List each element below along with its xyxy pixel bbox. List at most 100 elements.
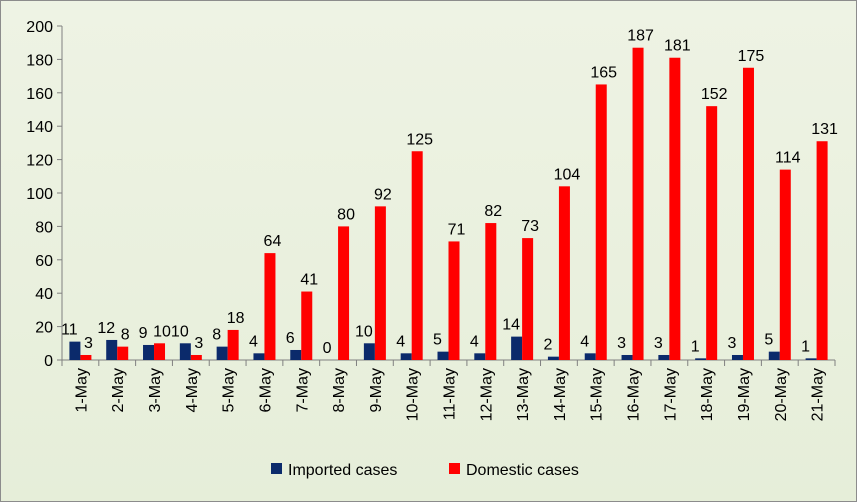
imported-bar [363, 343, 375, 360]
imported-bar [474, 353, 486, 360]
domestic-bar [190, 354, 202, 360]
imported-bar [621, 354, 633, 360]
imported-data-label: 0 [323, 340, 332, 357]
y-tick-label: 120 [26, 153, 53, 170]
domestic-bar [448, 241, 460, 360]
y-tick-label: 40 [35, 286, 53, 303]
bars [69, 47, 828, 361]
y-tick-label: 100 [26, 186, 53, 203]
imported-data-label: 3 [654, 335, 663, 352]
imported-bar [437, 351, 449, 360]
domestic-data-label: 73 [521, 218, 539, 235]
imported-bar [547, 356, 559, 360]
imported-bar [400, 353, 412, 360]
y-axis: 0 20 40 60 80 100 120 140 160 180 200 [26, 19, 63, 370]
imported-data-label: 10 [171, 323, 189, 340]
domestic-data-label: 10 [153, 323, 171, 340]
domestic-data-label: 181 [664, 38, 691, 55]
x-tick-label: 15-May [589, 368, 606, 421]
imported-data-label: 1 [691, 338, 700, 355]
legend-swatch-domestic [449, 463, 460, 474]
imported-data-label: 1 [801, 338, 810, 355]
imported-data-label: 12 [97, 320, 115, 337]
domestic-data-label: 131 [811, 121, 838, 138]
y-tick-label: 140 [26, 119, 53, 136]
domestic-data-label: 114 [775, 150, 801, 167]
imported-data-label: 4 [580, 333, 589, 350]
x-tick-label: 14-May [552, 368, 569, 421]
x-tick-label: 9-May [368, 368, 385, 412]
imported-data-label: 10 [355, 323, 373, 340]
domestic-data-label: 80 [337, 206, 355, 223]
domestic-bar [154, 343, 166, 360]
imported-data-label: 4 [396, 333, 405, 350]
legend-swatch-imported [271, 463, 282, 474]
imported-bar [290, 349, 302, 360]
y-tick-label: 160 [26, 86, 53, 103]
imported-data-label: 4 [249, 333, 258, 350]
x-tick-label: 1-May [73, 368, 90, 412]
domestic-bar [632, 47, 644, 361]
domestic-bar [338, 226, 350, 360]
x-tick-label: 20-May [773, 368, 790, 421]
domestic-bar [374, 206, 386, 360]
domestic-bar [301, 291, 313, 360]
domestic-bar [558, 186, 570, 360]
domestic-bar [264, 253, 276, 360]
imported-bar [253, 353, 265, 360]
imported-bar [658, 354, 670, 360]
imported-bar [179, 343, 191, 360]
y-tick-label: 180 [26, 52, 53, 69]
imported-bar [695, 358, 707, 360]
domestic-data-label: 175 [738, 48, 765, 65]
domestic-bar [816, 141, 828, 360]
imported-bar [731, 354, 743, 360]
domestic-bar [742, 67, 754, 360]
x-tick-label: 4-May [184, 368, 201, 412]
x-tick-label: 3-May [147, 368, 164, 412]
x-tick-label: 21-May [810, 368, 827, 421]
y-tick-label: 60 [35, 253, 53, 270]
imported-bar [584, 353, 596, 360]
imported-data-label: 5 [433, 332, 442, 349]
x-tick-label: 16-May [626, 368, 643, 421]
imported-data-label: 2 [543, 337, 552, 354]
imported-bar [511, 336, 523, 360]
domestic-bar [227, 329, 239, 360]
domestic-bar [669, 57, 681, 360]
x-tick-label: 11-May [442, 368, 459, 420]
domestic-bar [80, 354, 92, 360]
domestic-data-label: 92 [374, 186, 392, 203]
imported-data-label: 14 [502, 317, 520, 334]
x-tick-label: 7-May [294, 368, 311, 412]
imported-data-label: 11 [61, 322, 78, 339]
imported-data-label: 3 [617, 335, 626, 352]
domestic-data-label: 165 [590, 64, 617, 81]
legend: Imported cases Domestic cases [271, 462, 579, 479]
domestic-bar [779, 169, 791, 360]
x-tick-label: 19-May [736, 368, 753, 421]
legend-label-imported: Imported cases [288, 462, 397, 479]
x-tick-label: 13-May [515, 368, 532, 421]
domestic-data-label: 3 [194, 335, 203, 352]
x-axis: 1-May 2-May 3-May 4-May 5-May 6-May 7-May 8-May… [61, 359, 836, 421]
imported-bar [106, 339, 118, 360]
x-tick-label: 6-May [257, 368, 274, 412]
domestic-data-label: 82 [484, 203, 502, 220]
x-tick-label: 17-May [662, 368, 679, 421]
imported-data-label: 4 [470, 333, 479, 350]
domestic-bar [117, 346, 129, 360]
imported-data-label: 9 [139, 325, 148, 342]
imported-bar [768, 351, 780, 360]
imported-bar [805, 358, 817, 360]
x-tick-label: 10-May [405, 368, 422, 421]
imported-data-label: 3 [728, 335, 737, 352]
x-tick-label: 2-May [110, 368, 127, 412]
imported-data-label: 5 [764, 332, 773, 349]
domestic-data-label: 64 [264, 233, 282, 250]
domestic-data-label: 3 [84, 335, 93, 352]
x-tick-label: 5-May [221, 368, 238, 412]
domestic-data-label: 71 [448, 221, 466, 238]
